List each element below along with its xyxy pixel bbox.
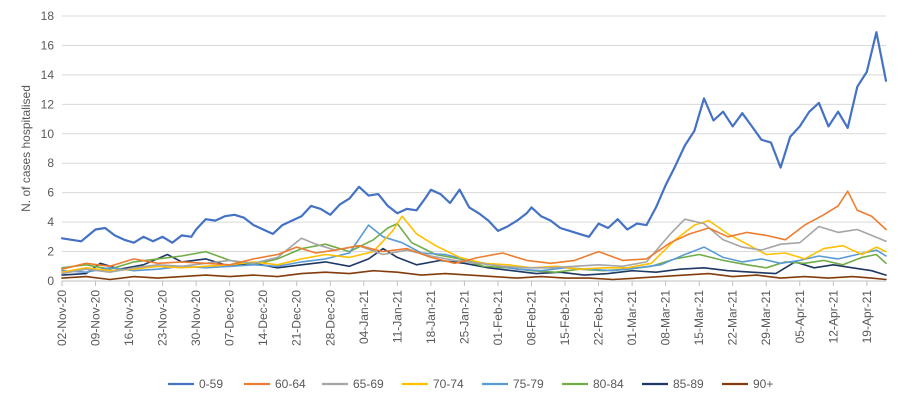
x-tick-label: 08-Feb-21 <box>524 290 538 346</box>
legend-item-75-79: 75-79 <box>482 377 544 391</box>
series-line-70-74 <box>61 215 887 274</box>
y-axis-label: N. of cases hospitalised <box>19 85 33 212</box>
legend: 0-59 60-64 65-69 70-74 75-79 80-84 85-89 90+ <box>168 377 773 391</box>
x-tick-label: 01-Feb-21 <box>491 290 505 346</box>
y-tick-label: 4 <box>47 215 54 229</box>
x-tick-label: 09-Nov-20 <box>89 290 103 346</box>
x-tick-label: 02-Nov-20 <box>55 290 69 346</box>
x-tick-label: 12-Apr-21 <box>826 290 840 344</box>
legend-item-0-59: 0-59 <box>168 377 223 391</box>
series-line-0-59 <box>60 31 888 244</box>
legend-label: 65-69 <box>353 377 384 391</box>
y-tick-label: 16 <box>41 38 55 52</box>
x-axis-ticks: 02-Nov-20 09-Nov-20 16-Nov-20 23-Nov-20 30-N… <box>55 281 874 346</box>
y-tick-label: 2 <box>47 245 54 259</box>
legend-label: 90+ <box>753 377 773 391</box>
x-tick-label: 08-Mar-21 <box>659 290 673 346</box>
x-tick-label: 15-Mar-21 <box>692 290 706 346</box>
x-tick-label: 01-Mar-21 <box>625 290 639 346</box>
x-tick-label: 15-Feb-21 <box>558 290 572 346</box>
legend-item-80-84: 80-84 <box>562 377 624 391</box>
gridlines <box>62 15 886 253</box>
y-tick-label: 0 <box>47 274 54 288</box>
x-tick-label: 19-Apr-21 <box>860 290 874 344</box>
legend-item-90+: 90+ <box>722 377 773 391</box>
legend-label: 0-59 <box>199 377 223 391</box>
series-line-80-84 <box>61 222 887 274</box>
y-tick-label: 10 <box>41 127 55 141</box>
y-tick-label: 14 <box>41 68 55 82</box>
x-tick-label: 18-Jan-21 <box>424 290 438 344</box>
series-lines <box>60 31 888 281</box>
x-tick-label: 05-Apr-21 <box>793 290 807 344</box>
y-tick-label: 18 <box>41 9 55 23</box>
x-tick-label: 28-Dec-20 <box>323 290 337 346</box>
series-line-90+ <box>61 269 887 281</box>
x-tick-label: 16-Nov-20 <box>122 290 136 346</box>
y-tick-label: 8 <box>47 156 54 170</box>
x-tick-label: 14-Dec-20 <box>256 290 270 346</box>
x-tick-label: 04-Jan-21 <box>357 290 371 344</box>
y-tick-label: 6 <box>47 186 54 200</box>
legend-label: 60-64 <box>275 377 306 391</box>
legend-label: 75-79 <box>513 377 544 391</box>
legend-label: 70-74 <box>433 377 464 391</box>
series-line-85-89 <box>61 247 887 276</box>
y-axis-ticks: 0 2 4 6 8 10 12 14 16 18 <box>41 9 55 288</box>
series-line-65-69 <box>61 218 887 275</box>
legend-item-85-89: 85-89 <box>642 377 704 391</box>
legend-item-70-74: 70-74 <box>402 377 464 391</box>
legend-label: 85-89 <box>673 377 704 391</box>
y-tick-label: 12 <box>41 97 55 111</box>
x-tick-label: 23-Nov-20 <box>156 290 170 346</box>
x-tick-label: 11-Jan-21 <box>390 290 404 343</box>
x-tick-label: 21-Dec-20 <box>290 290 304 346</box>
series-line-60-64 <box>61 190 887 271</box>
x-tick-label: 22-Feb-21 <box>592 290 606 346</box>
legend-item-65-69: 65-69 <box>322 377 384 391</box>
x-tick-label: 30-Nov-20 <box>189 290 203 346</box>
legend-label: 80-84 <box>593 377 624 391</box>
x-tick-label: 22-Mar-21 <box>726 290 740 346</box>
x-tick-label: 25-Jan-21 <box>457 290 471 344</box>
x-tick-label: 07-Dec-20 <box>223 290 237 346</box>
legend-item-60-64: 60-64 <box>244 377 306 391</box>
x-tick-label: 29-Mar-21 <box>759 290 773 346</box>
